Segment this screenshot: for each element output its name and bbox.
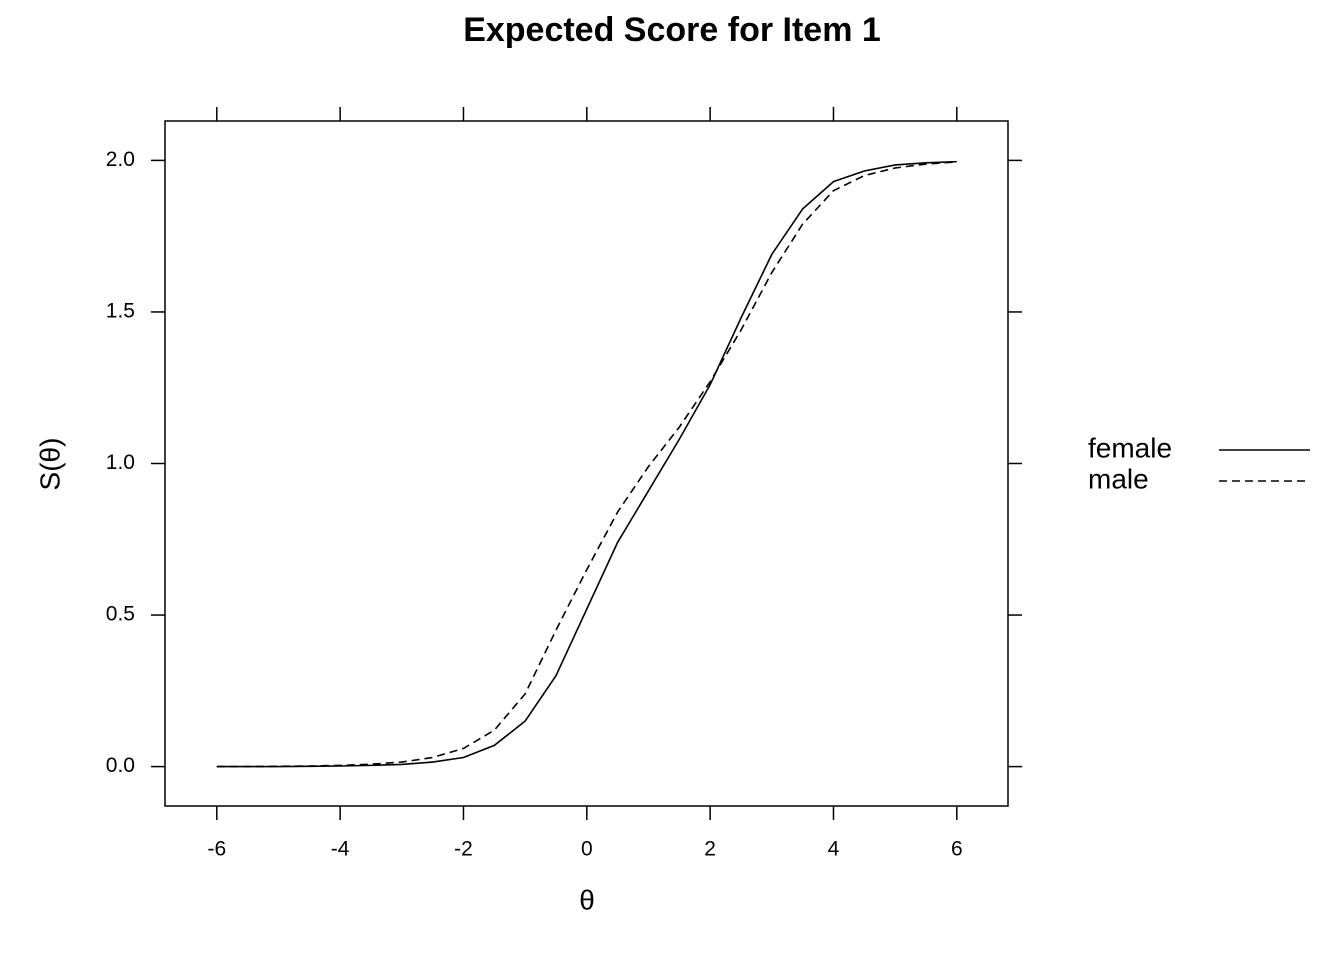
y-tick-label: 1.5 — [106, 299, 135, 322]
chart-title: Expected Score for Item 1 — [463, 11, 881, 49]
legend-label: female — [1088, 432, 1172, 463]
y-tick-label: 0.0 — [106, 754, 135, 777]
x-tick-label: 4 — [828, 838, 840, 861]
x-tick-label: 0 — [581, 838, 593, 861]
series-line — [216, 160, 957, 768]
x-tick-label: 2 — [704, 838, 716, 861]
x-tick-label: 6 — [951, 838, 963, 861]
plot-frame — [164, 120, 1009, 807]
legend-label: male — [1088, 463, 1149, 494]
y-tick-label: 2.0 — [106, 148, 135, 171]
y-axis-label: S(θ) — [34, 438, 65, 491]
x-tick-label: -4 — [331, 838, 350, 861]
x-tick-label: -2 — [454, 838, 473, 861]
y-tick-label: 0.5 — [106, 603, 135, 626]
y-tick-label: 1.0 — [106, 451, 135, 474]
x-axis-label: θ — [579, 884, 595, 915]
x-tick-label: -6 — [207, 838, 226, 861]
series-line — [216, 161, 957, 768]
